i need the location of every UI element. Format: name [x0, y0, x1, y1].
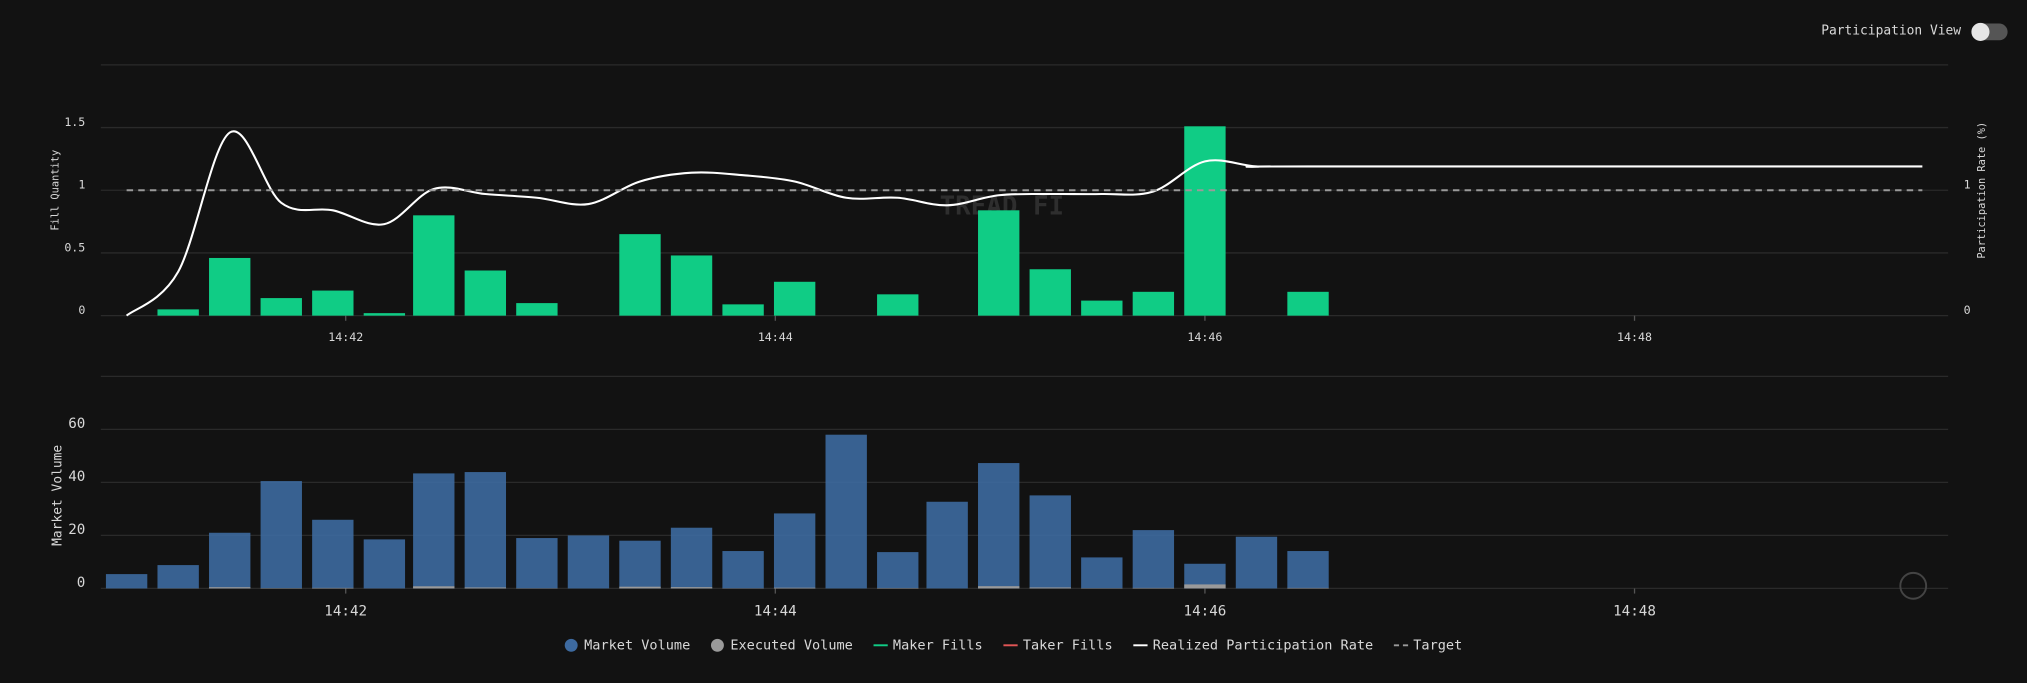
bar [978, 210, 1020, 316]
bar [516, 303, 558, 316]
bar [877, 294, 919, 316]
x-tick-label: 14:44 [758, 330, 793, 344]
bar [1184, 563, 1226, 589]
legend-marker [564, 638, 578, 652]
x-tick-label: 14:42 [328, 330, 363, 344]
bar [670, 587, 713, 589]
bar [464, 472, 507, 589]
legend-label: Taker Fills [1023, 637, 1113, 653]
legend-label: Maker Fills [893, 637, 983, 653]
x-tick-label: 14:46 [1187, 330, 1222, 344]
x-tick-label: 14:48 [1617, 330, 1652, 344]
x-tick-label: 14:44 [754, 604, 797, 620]
y2-axis-label: Participation Rate (%) [1976, 122, 1988, 259]
bar [464, 270, 507, 316]
bar [413, 473, 455, 589]
bar [260, 481, 302, 589]
bar [1184, 126, 1226, 316]
bar [1132, 530, 1175, 589]
x-tick-label: 14:46 [1184, 604, 1227, 620]
y-tick-label: 0.5 [64, 240, 85, 254]
bar [363, 313, 406, 316]
y-axis-label: Market Volume [51, 445, 66, 546]
bar [773, 587, 816, 589]
bar [1287, 551, 1329, 589]
bar [260, 298, 302, 316]
toggle-knob[interactable] [1971, 22, 1990, 41]
bar [209, 587, 251, 589]
bar [722, 551, 764, 589]
bar [978, 463, 1020, 589]
y2-tick-label: 1 [1964, 178, 1971, 192]
bar [567, 535, 610, 589]
bar [363, 539, 406, 589]
bar [312, 587, 354, 589]
bar [312, 519, 354, 589]
bar [1184, 584, 1226, 589]
bar [464, 587, 507, 589]
y-tick-label: 0 [77, 575, 86, 591]
bar [1287, 291, 1329, 316]
y-tick-label: 1.5 [64, 115, 85, 129]
bar [1081, 300, 1123, 316]
bar [209, 532, 251, 589]
toggle-label: Participation View [1821, 24, 1961, 39]
bar [670, 255, 713, 316]
legend-label: Target [1413, 637, 1462, 653]
toggle-switch[interactable] [1971, 22, 2008, 41]
bar [619, 234, 661, 316]
chart-panel: 0 0.5 1 1.5 0 1 Fill Quantity Participation Rat… [50, 64, 1988, 344]
bar [825, 434, 867, 589]
bar [312, 290, 354, 316]
bar [773, 513, 816, 589]
legend-label: Realized Participation Rate [1153, 637, 1373, 653]
bar [877, 552, 919, 589]
bar [1235, 536, 1278, 589]
bar [157, 565, 199, 589]
bar [413, 586, 455, 589]
bar [1132, 587, 1175, 589]
x-tick-label: 14:48 [1613, 604, 1656, 620]
bar [1029, 495, 1071, 589]
bar [926, 501, 968, 589]
bar [1132, 291, 1175, 316]
y-tick-label: 20 [68, 522, 85, 538]
bar [105, 574, 148, 589]
y-tick-label: 0 [78, 303, 85, 317]
bar [1029, 269, 1071, 316]
legend-marker [710, 638, 724, 652]
legend-label: Market Volume [584, 637, 690, 653]
participation-line [125, 130, 1923, 317]
bar [773, 281, 816, 316]
y-tick-label: 1 [78, 178, 85, 192]
bar [619, 586, 661, 589]
bar [978, 586, 1020, 589]
bar [209, 257, 251, 316]
x-tick-label: 14:42 [324, 604, 367, 620]
legend: Market Volume Executed Volume Maker Fills T… [564, 637, 1462, 653]
bar [413, 215, 455, 316]
bar [1081, 557, 1123, 589]
bar [722, 304, 764, 316]
bar [619, 540, 661, 589]
bar [157, 309, 199, 316]
y-tick-label: 40 [68, 469, 85, 485]
bar [1029, 587, 1071, 589]
y-axis-label: Fill Quantity [50, 150, 62, 231]
y2-tick-label: 0 [1964, 303, 1971, 317]
legend-label: Executed Volume [730, 637, 852, 653]
bar [516, 538, 558, 589]
bar [670, 527, 713, 589]
bar [1287, 587, 1329, 589]
y-tick-label: 60 [68, 416, 85, 432]
logo-icon [1899, 571, 1928, 600]
